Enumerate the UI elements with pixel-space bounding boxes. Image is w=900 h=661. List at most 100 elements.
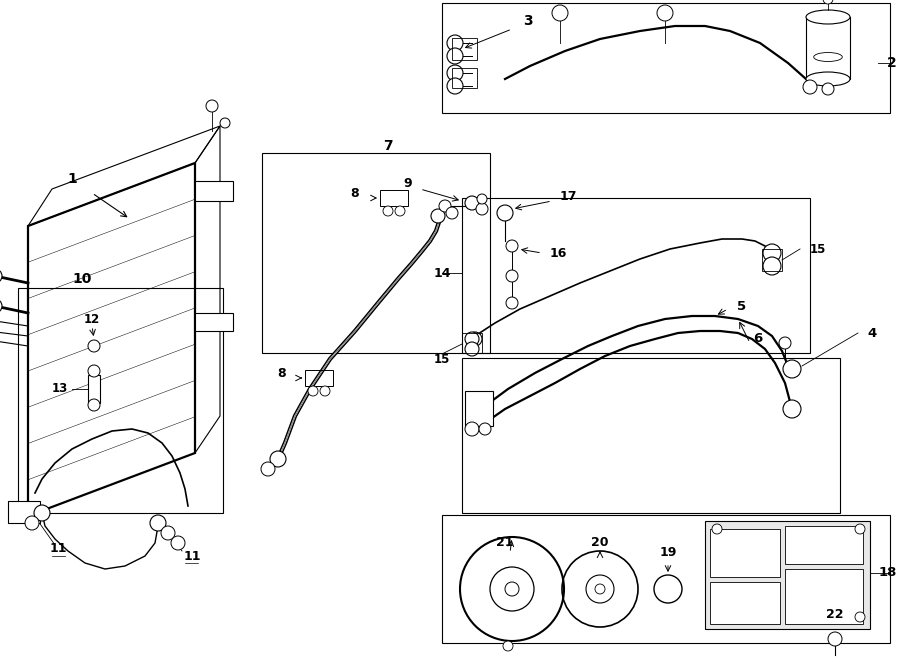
Circle shape — [447, 48, 463, 64]
Bar — [380, 190, 408, 206]
Text: 15: 15 — [810, 243, 826, 256]
Circle shape — [763, 244, 781, 262]
Text: 2: 2 — [887, 56, 897, 70]
Bar — [88, 375, 100, 403]
Bar — [452, 68, 477, 88]
Circle shape — [505, 582, 519, 596]
Circle shape — [25, 516, 39, 530]
Circle shape — [270, 451, 286, 467]
Circle shape — [479, 423, 491, 435]
Circle shape — [395, 206, 405, 216]
Circle shape — [783, 360, 801, 378]
Text: 9: 9 — [404, 176, 412, 190]
Circle shape — [465, 332, 479, 346]
Text: 15: 15 — [434, 352, 450, 366]
Text: 13: 13 — [52, 383, 68, 395]
Bar — [806, 17, 850, 79]
Ellipse shape — [814, 52, 842, 61]
Circle shape — [476, 203, 488, 215]
Text: 7: 7 — [383, 139, 392, 153]
Circle shape — [595, 584, 605, 594]
Circle shape — [308, 386, 318, 396]
Text: 3: 3 — [523, 14, 533, 28]
Bar — [452, 38, 477, 60]
Text: 20: 20 — [591, 537, 608, 549]
Circle shape — [712, 524, 722, 534]
Circle shape — [431, 209, 445, 223]
Circle shape — [506, 270, 518, 282]
Circle shape — [447, 78, 463, 94]
Circle shape — [161, 526, 175, 540]
Circle shape — [657, 5, 673, 21]
Circle shape — [465, 196, 479, 210]
Text: 10: 10 — [72, 272, 92, 286]
Bar — [442, 3, 890, 113]
Bar — [262, 153, 490, 353]
Circle shape — [88, 340, 100, 352]
Circle shape — [446, 207, 458, 219]
Bar — [305, 370, 333, 386]
Circle shape — [477, 194, 487, 204]
Text: 8: 8 — [351, 186, 359, 200]
Bar — [442, 515, 890, 643]
Text: 5: 5 — [737, 299, 747, 313]
Circle shape — [822, 83, 834, 95]
Circle shape — [779, 337, 791, 349]
Circle shape — [803, 80, 817, 94]
Circle shape — [763, 257, 781, 275]
Circle shape — [88, 399, 100, 411]
Text: 22: 22 — [826, 609, 844, 621]
Text: 1: 1 — [68, 172, 76, 186]
Circle shape — [383, 206, 393, 216]
Circle shape — [828, 632, 842, 646]
Circle shape — [468, 332, 482, 346]
Bar — [710, 529, 780, 577]
Bar — [462, 358, 840, 513]
Text: 17: 17 — [559, 190, 577, 202]
Text: 8: 8 — [278, 366, 286, 379]
Text: 4: 4 — [868, 327, 877, 340]
Bar — [8, 501, 40, 523]
Circle shape — [439, 200, 451, 212]
Circle shape — [88, 365, 100, 377]
Circle shape — [447, 65, 463, 81]
Bar — [462, 198, 810, 353]
Circle shape — [447, 35, 463, 51]
Circle shape — [320, 386, 330, 396]
Text: 14: 14 — [433, 266, 451, 280]
Bar — [710, 582, 780, 624]
Circle shape — [823, 0, 833, 4]
Circle shape — [855, 524, 865, 534]
Text: 11: 11 — [50, 543, 67, 555]
Bar — [785, 569, 863, 624]
Circle shape — [855, 612, 865, 622]
Bar — [195, 181, 233, 201]
Circle shape — [503, 641, 513, 651]
Text: 21: 21 — [496, 537, 514, 549]
Bar — [785, 526, 863, 564]
Bar — [462, 333, 482, 353]
Circle shape — [783, 400, 801, 418]
Bar — [18, 288, 223, 513]
Circle shape — [206, 100, 218, 112]
Circle shape — [552, 5, 568, 21]
Circle shape — [506, 297, 518, 309]
Circle shape — [465, 422, 479, 436]
Text: 18: 18 — [878, 566, 897, 580]
Circle shape — [150, 515, 166, 531]
Text: 19: 19 — [660, 547, 677, 559]
Circle shape — [497, 205, 513, 221]
Circle shape — [0, 269, 2, 283]
Circle shape — [220, 118, 230, 128]
Text: 6: 6 — [753, 332, 762, 346]
Text: 11: 11 — [184, 549, 201, 563]
Circle shape — [261, 462, 275, 476]
Bar — [195, 313, 233, 331]
Circle shape — [465, 342, 479, 356]
Circle shape — [506, 240, 518, 252]
Circle shape — [0, 299, 2, 313]
Bar — [762, 249, 782, 271]
Ellipse shape — [806, 10, 850, 24]
Bar — [465, 391, 493, 426]
Bar — [705, 521, 870, 629]
